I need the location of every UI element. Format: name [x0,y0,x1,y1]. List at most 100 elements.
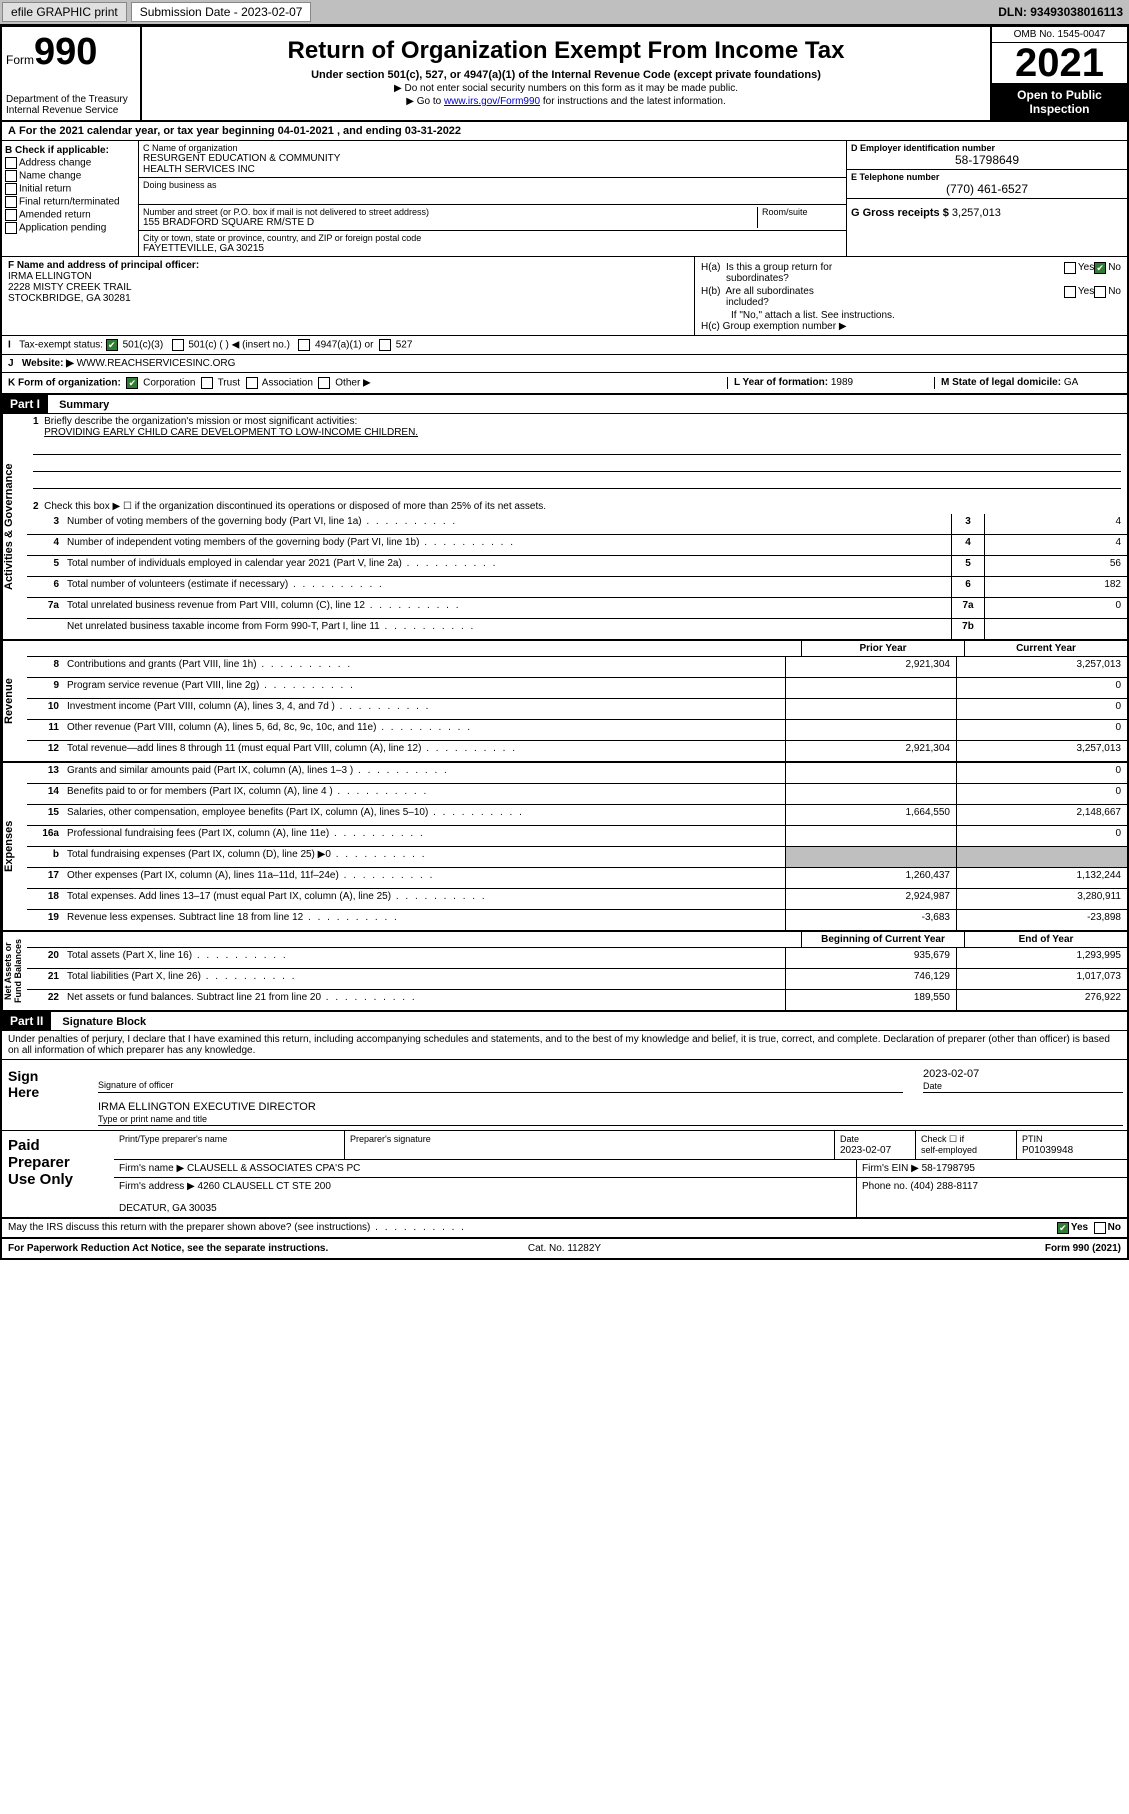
org-name-label: C Name of organization [143,143,842,153]
chk-discuss-no[interactable] [1094,1222,1106,1234]
summary-expenses: Expenses 13 Grants and similar amounts p… [2,761,1127,930]
h-a: H(a) Is this a group return for subordin… [701,262,1064,284]
side-expenses: Expenses [2,763,27,930]
penalty-text: Under penalties of perjury, I declare th… [2,1031,1127,1060]
sig-date-label: Date [923,1081,942,1091]
officer-addr1: 2228 MISTY CREEK TRAIL [8,282,132,293]
m-label: M State of legal domicile: [941,377,1061,388]
line-18: 18 Total expenses. Add lines 13–17 (must… [27,889,1127,910]
side-net: Net Assets or Fund Balances [2,932,27,1010]
line-7b: Net unrelated business taxable income fr… [27,619,1127,639]
net-col-header: Beginning of Current Year End of Year [27,932,1127,948]
h-b: H(b) Are all subordinates included? [701,286,1064,308]
line-10: 10 Investment income (Part VIII, column … [27,699,1127,720]
chk-527[interactable] [379,339,391,351]
k-label: K Form of organization: [8,378,121,389]
website-value: WWW.REACHSERVICESINC.ORG [77,358,236,369]
part1-header-row: Part I Summary [2,395,1127,414]
line-8: 8 Contributions and grants (Part VIII, l… [27,657,1127,678]
sign-here-label: Sign Here [2,1060,94,1130]
chk-amended[interactable] [5,209,17,221]
footer-left: For Paperwork Reduction Act Notice, see … [8,1243,379,1254]
chk-corp[interactable] [126,377,138,389]
firm-ein-label: Firm's EIN ▶ [862,1163,919,1174]
part2-header-row: Part II Signature Block [2,1010,1127,1031]
chk-name[interactable] [5,170,17,182]
room-label: Room/suite [762,207,842,217]
side-governance: Activities & Governance [2,414,27,639]
chk-assoc[interactable] [246,377,258,389]
chk-hb-yes[interactable] [1064,286,1076,298]
summary-net: Net Assets or Fund Balances Beginning of… [2,930,1127,1010]
line-5: 5 Total number of individuals employed i… [27,556,1127,577]
officer-addr2: STOCKBRIDGE, GA 30281 [8,293,131,304]
sig-date: 2023-02-07 [923,1068,979,1080]
chk-ha-no[interactable] [1094,262,1106,274]
row-j: J Website: ▶ WWW.REACHSERVICESINC.ORG [2,355,1127,373]
chk-pending[interactable] [5,222,17,234]
street-label: Number and street (or P.O. box if mail i… [143,207,757,217]
form-prefix: Form [6,53,34,67]
note-ssn: ▶ Do not enter social security numbers o… [148,83,984,94]
firm-phone: (404) 288-8117 [910,1181,978,1192]
chk-discuss-yes[interactable] [1057,1222,1069,1234]
row-fh: F Name and address of principal officer:… [2,257,1127,336]
line-13: 13 Grants and similar amounts paid (Part… [27,763,1127,784]
ptin-label: PTIN [1022,1134,1043,1144]
prep-sig-label: Preparer's signature [350,1134,431,1144]
footer-cat: Cat. No. 11282Y [379,1243,750,1254]
page-footer: For Paperwork Reduction Act Notice, see … [2,1239,1127,1258]
box-c: C Name of organization RESURGENT EDUCATI… [139,141,847,256]
line-3: 3 Number of voting members of the govern… [27,514,1127,535]
summary-revenue: Revenue Prior Year Current Year 8 Contri… [2,639,1127,761]
col-begin: Beginning of Current Year [801,932,964,947]
mission-text: PROVIDING EARLY CHILD CARE DEVELOPMENT T… [44,427,418,438]
firm-name: CLAUSELL & ASSOCIATES CPA'S PC [187,1163,360,1174]
chk-address[interactable] [5,157,17,169]
box-b-header: B Check if applicable: [5,145,135,156]
city-value: FAYETTEVILLE, GA 30215 [143,243,842,254]
header-right: OMB No. 1545-0047 2021 Open to Public In… [990,27,1127,120]
box-de: D Employer identification number 58-1798… [847,141,1127,256]
chk-ha-yes[interactable] [1064,262,1076,274]
chk-hb-no[interactable] [1094,286,1106,298]
sig-officer-label: Signature of officer [98,1080,903,1090]
chk-final[interactable] [5,196,17,208]
chk-trust[interactable] [201,377,213,389]
paid-preparer-block: Paid Preparer Use Only Print/Type prepar… [2,1131,1127,1219]
chk-4947[interactable] [298,339,310,351]
street-value: 155 BRADFORD SQUARE RM/STE D [143,217,757,228]
prep-name-label: Print/Type preparer's name [119,1134,227,1144]
period-line-a: A For the 2021 calendar year, or tax yea… [2,122,1127,141]
prep-date: 2023-02-07 [840,1145,891,1156]
header-left: Form990 Department of the Treasury Inter… [2,27,142,120]
officer-label: F Name and address of principal officer: [8,260,199,271]
line-17: 17 Other expenses (Part IX, column (A), … [27,868,1127,889]
chk-other[interactable] [318,377,330,389]
line-12: 12 Total revenue—add lines 8 through 11 … [27,741,1127,761]
row-i: I Tax-exempt status: 501(c)(3) 501(c) ( … [2,336,1127,355]
line-4: 4 Number of independent voting members o… [27,535,1127,556]
irs-discuss-row: May the IRS discuss this return with the… [2,1219,1127,1239]
paid-label: Paid Preparer Use Only [2,1131,114,1217]
chk-501c3[interactable] [106,339,118,351]
h-b-note: If "No," attach a list. See instructions… [701,310,1121,321]
chk-501c[interactable] [172,339,184,351]
efile-button[interactable]: efile GRAPHIC print [2,2,127,22]
gross-label: G Gross receipts $ [851,207,949,219]
col-current: Current Year [964,641,1127,656]
l-label: L Year of formation: [734,377,828,388]
chk-initial[interactable] [5,183,17,195]
line-16a: 16a Professional fundraising fees (Part … [27,826,1127,847]
officer-name: IRMA ELLINGTON [8,271,92,282]
prep-self-emp: Check ☐ if self-employed [916,1131,1017,1159]
line-6: 6 Total number of volunteers (estimate i… [27,577,1127,598]
firm-ein: 58-1798795 [922,1163,975,1174]
irs-link[interactable]: www.irs.gov/Form990 [444,96,540,107]
dept-treasury: Department of the Treasury Internal Reve… [6,94,136,116]
phone-value: (770) 461-6527 [851,182,1123,196]
tax-year: 2021 [992,43,1127,84]
org-name: RESURGENT EDUCATION & COMMUNITY HEALTH S… [143,153,842,175]
part1-label: Part I [2,395,48,413]
i-label: Tax-exempt status: [19,340,103,351]
